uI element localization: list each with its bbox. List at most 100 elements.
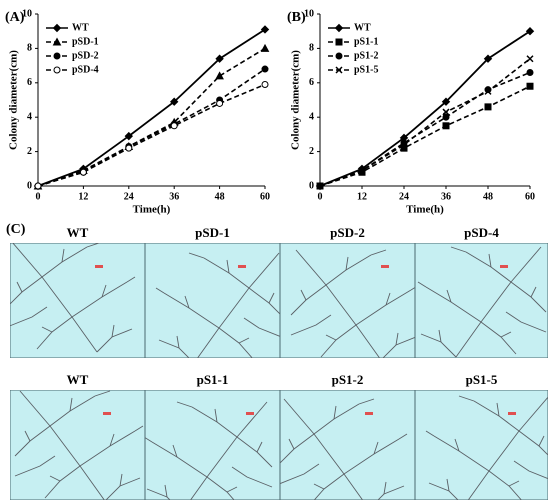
scale-label	[500, 265, 508, 268]
image-label: pS1-2	[332, 372, 364, 387]
series-line	[37, 28, 266, 187]
y-tick-label: 10	[304, 8, 314, 19]
panel-label: (C)	[6, 222, 26, 237]
series-line	[319, 30, 531, 187]
legend-marker	[335, 38, 343, 46]
x-tick-label: 12	[357, 191, 367, 202]
y-tick-label: 10	[22, 8, 32, 19]
image-label: pSD-2	[330, 225, 365, 240]
marker	[484, 103, 492, 111]
micrograph	[415, 243, 548, 358]
y-tick-label: 6	[309, 77, 314, 88]
micrograph-bg	[10, 243, 145, 358]
scale-label	[365, 412, 373, 415]
marker	[442, 113, 450, 121]
image-label: pS1-1	[197, 372, 229, 387]
legend-label: pS1-2	[354, 50, 378, 61]
scale-label	[508, 412, 516, 415]
legend-label: pSD-2	[72, 50, 99, 61]
x-tick-label: 0	[36, 191, 41, 202]
marker	[79, 168, 87, 176]
micrograph	[145, 243, 280, 358]
marker	[441, 97, 451, 106]
legend-marker	[334, 23, 344, 33]
panel-label: (A)	[5, 10, 25, 25]
micrograph-bg	[415, 390, 548, 500]
x-tick-label: 36	[169, 191, 179, 202]
legend-label: pS1-1	[354, 36, 378, 47]
x-tick-label: 24	[399, 191, 409, 202]
legend-marker	[52, 37, 62, 46]
x-tick-label: 60	[525, 191, 535, 202]
panel-label: (B)	[287, 10, 306, 25]
y-tick-label: 4	[309, 111, 314, 122]
marker	[216, 99, 224, 107]
y-tick-label: 4	[27, 111, 32, 122]
scale-label	[95, 265, 103, 268]
y-axis-label: Colony diameter(cm)	[290, 50, 302, 150]
scale-label	[381, 265, 389, 268]
scale-label	[238, 265, 246, 268]
legend-label: pSD-1	[72, 36, 99, 47]
x-tick-label: 48	[215, 191, 225, 202]
micrograph-bg	[415, 243, 548, 358]
marker	[442, 122, 450, 130]
legend-label: WT	[72, 22, 89, 33]
marker	[525, 26, 535, 36]
x-tick-label: 60	[260, 191, 270, 202]
image-label: WT	[67, 372, 89, 387]
micrograph	[415, 390, 548, 500]
marker	[215, 71, 224, 80]
legend-label: WT	[354, 22, 371, 33]
series-line	[319, 58, 531, 187]
y-tick-label: 2	[309, 146, 314, 157]
marker	[170, 122, 178, 130]
legend-marker	[335, 66, 343, 74]
marker	[261, 81, 269, 89]
micrograph	[10, 243, 145, 358]
x-axis-label: Time(h)	[133, 204, 171, 216]
y-tick-label: 2	[27, 146, 32, 157]
y-tick-label: 0	[27, 180, 32, 191]
y-tick-label: 0	[309, 180, 314, 191]
micrograph	[145, 390, 280, 500]
micrograph	[280, 390, 415, 500]
marker	[526, 82, 534, 90]
image-label: pSD-1	[195, 225, 230, 240]
micrograph-bg	[10, 390, 145, 500]
marker	[124, 131, 134, 141]
marker	[483, 54, 493, 63]
micrograph	[10, 390, 145, 500]
x-axis-label: Time(h)	[406, 204, 444, 216]
micrograph-bg	[145, 243, 280, 358]
series-line	[37, 83, 266, 187]
y-axis-label: Colony diameter(cm)	[8, 50, 20, 150]
marker	[260, 25, 270, 34]
legend-label: pS1-5	[354, 64, 378, 75]
image-label: WT	[67, 225, 89, 240]
y-tick-label: 8	[27, 43, 32, 54]
micrograph-bg	[145, 390, 280, 500]
marker	[484, 87, 492, 95]
legend-marker	[53, 52, 61, 60]
marker	[215, 54, 224, 63]
scale-label	[246, 412, 254, 415]
marker	[316, 182, 324, 190]
legend-marker	[335, 52, 343, 60]
marker	[400, 141, 408, 149]
marker	[169, 97, 179, 106]
legend-label: pSD-4	[72, 64, 99, 75]
y-tick-label: 8	[309, 43, 314, 54]
marker	[261, 65, 269, 73]
y-tick-label: 6	[27, 77, 32, 88]
marker	[260, 43, 270, 52]
series-line	[37, 47, 266, 187]
marker	[526, 68, 534, 76]
image-label: pS1-5	[466, 372, 498, 387]
x-tick-label: 12	[78, 191, 88, 202]
scale-label	[103, 412, 111, 415]
x-tick-label: 48	[483, 191, 493, 202]
marker	[34, 182, 42, 190]
legend-marker	[52, 23, 62, 33]
